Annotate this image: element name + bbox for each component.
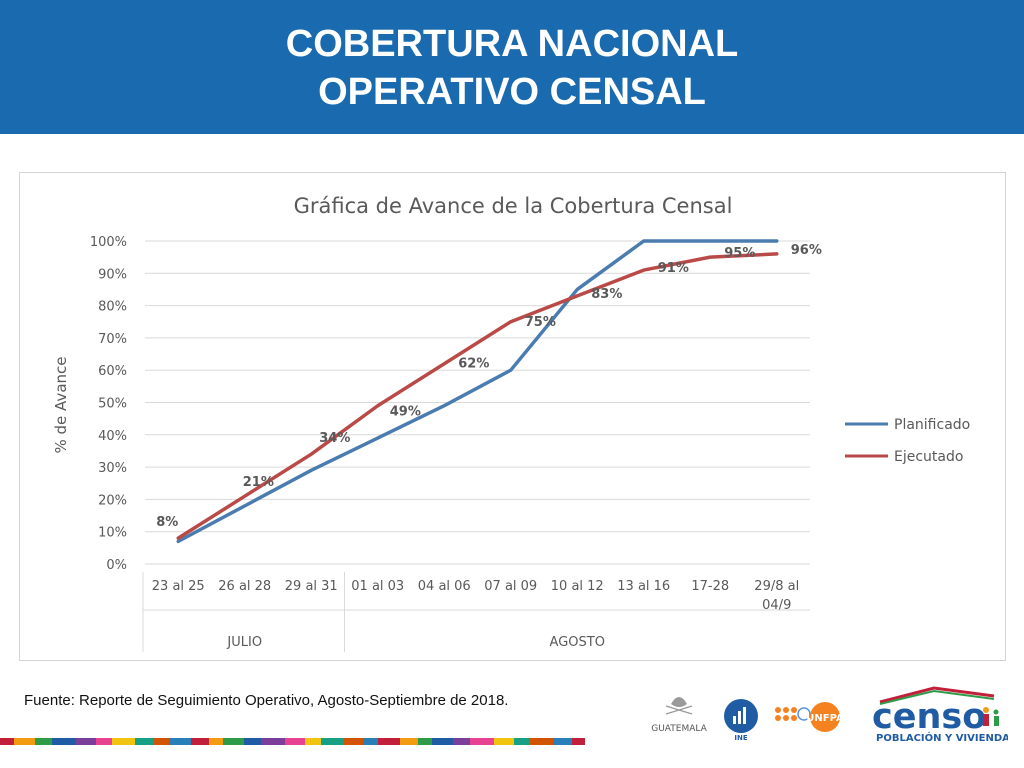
x-tick-label: 01 al 03	[351, 579, 404, 594]
data-label: 34%	[319, 431, 350, 446]
x-tick-label: 29 al 31	[285, 579, 338, 594]
legend-label: Ejecutado	[894, 449, 963, 465]
data-labels: 8% 21% 34% 49% 62% 75% 83% 91% 95% 96%	[156, 243, 822, 530]
source-note: Fuente: Reporte de Seguimiento Operativo…	[24, 692, 509, 709]
x-tick-label: 07 al 09	[484, 579, 537, 594]
y-tick-label: 60%	[98, 364, 127, 379]
data-label: 95%	[724, 246, 755, 261]
x-tick-label: 29/8 al	[754, 579, 799, 594]
page-title-line-2: OPERATIVO CENSAL	[318, 71, 706, 113]
censo-logo-text: censo	[872, 697, 986, 737]
y-tick-label: 20%	[98, 493, 127, 508]
y-tick-label: 80%	[98, 300, 127, 315]
y-tick-label: 40%	[98, 429, 127, 444]
chart-frame: Gráfica de Avance de la Cobertura Censal…	[19, 172, 1006, 661]
y-tick-label: 90%	[98, 267, 127, 282]
x-tick-label: 04/9	[762, 598, 791, 613]
ine-logo-text: INE	[734, 734, 747, 742]
unfpa-logo: UNFPA	[775, 702, 842, 732]
page-title-line-1: COBERTURA NACIONAL	[285, 23, 739, 65]
y-tick-label: 0%	[106, 558, 127, 573]
x-axis: 23 al 25 26 al 28 29 al 31 01 al 03 04 al 06…	[142, 572, 810, 652]
y-tick-label: 30%	[98, 461, 127, 476]
data-label: 96%	[791, 243, 822, 258]
data-label: 83%	[591, 287, 622, 302]
series-line-ejecutado	[176, 252, 779, 540]
title-banner: COBERTURA NACIONAL OPERATIVO CENSAL	[0, 0, 1024, 134]
gridlines	[145, 240, 810, 565]
legend-label: Planificado	[894, 417, 970, 433]
group-label: AGOSTO	[550, 635, 605, 650]
data-label: 8%	[156, 515, 178, 530]
unfpa-logo-text: UNFPA	[806, 713, 842, 724]
guatemala-logo: GUATEMALA	[651, 697, 708, 734]
y-tick-label: 50%	[98, 397, 127, 412]
x-tick-label: 13 al 16	[617, 579, 670, 594]
y-axis-ticks: 0% 10% 20% 30% 40% 50% 60% 70% 80% 90% 100%	[90, 235, 127, 573]
y-axis-label: % de Avance	[52, 357, 70, 454]
group-label: JULIO	[226, 635, 262, 650]
x-tick-label: 17-28	[691, 579, 729, 594]
decorative-stripe	[0, 738, 585, 745]
guatemala-logo-text: GUATEMALA	[651, 724, 707, 734]
series-lines	[176, 239, 779, 544]
data-label: 62%	[458, 357, 489, 372]
data-label: 75%	[525, 315, 556, 330]
x-tick-label: 23 al 25	[152, 579, 205, 594]
y-tick-label: 10%	[98, 526, 127, 541]
data-label: 91%	[658, 261, 689, 276]
censo-logo: censo POBLACIÓN Y VIVIENDA	[872, 686, 1008, 744]
legend: Planificado Ejecutado	[845, 417, 970, 465]
coat-of-arms-icon	[671, 697, 687, 707]
series-line-planificado	[176, 239, 779, 544]
family-icon	[983, 707, 999, 726]
coverage-chart: Gráfica de Avance de la Cobertura Censal…	[52, 194, 970, 652]
x-tick-label: 10 al 12	[551, 579, 604, 594]
y-tick-label: 70%	[98, 332, 127, 347]
ine-logo: INE	[724, 699, 758, 742]
y-tick-label: 100%	[90, 235, 127, 250]
data-label: 21%	[243, 475, 274, 490]
x-tick-label: 04 al 06	[418, 579, 471, 594]
x-tick-label: 26 al 28	[218, 579, 271, 594]
censo-logo-subtitle: POBLACIÓN Y VIVIENDA	[876, 731, 1008, 744]
data-label: 49%	[390, 405, 421, 420]
chart-title: Gráfica de Avance de la Cobertura Censal	[294, 194, 733, 218]
